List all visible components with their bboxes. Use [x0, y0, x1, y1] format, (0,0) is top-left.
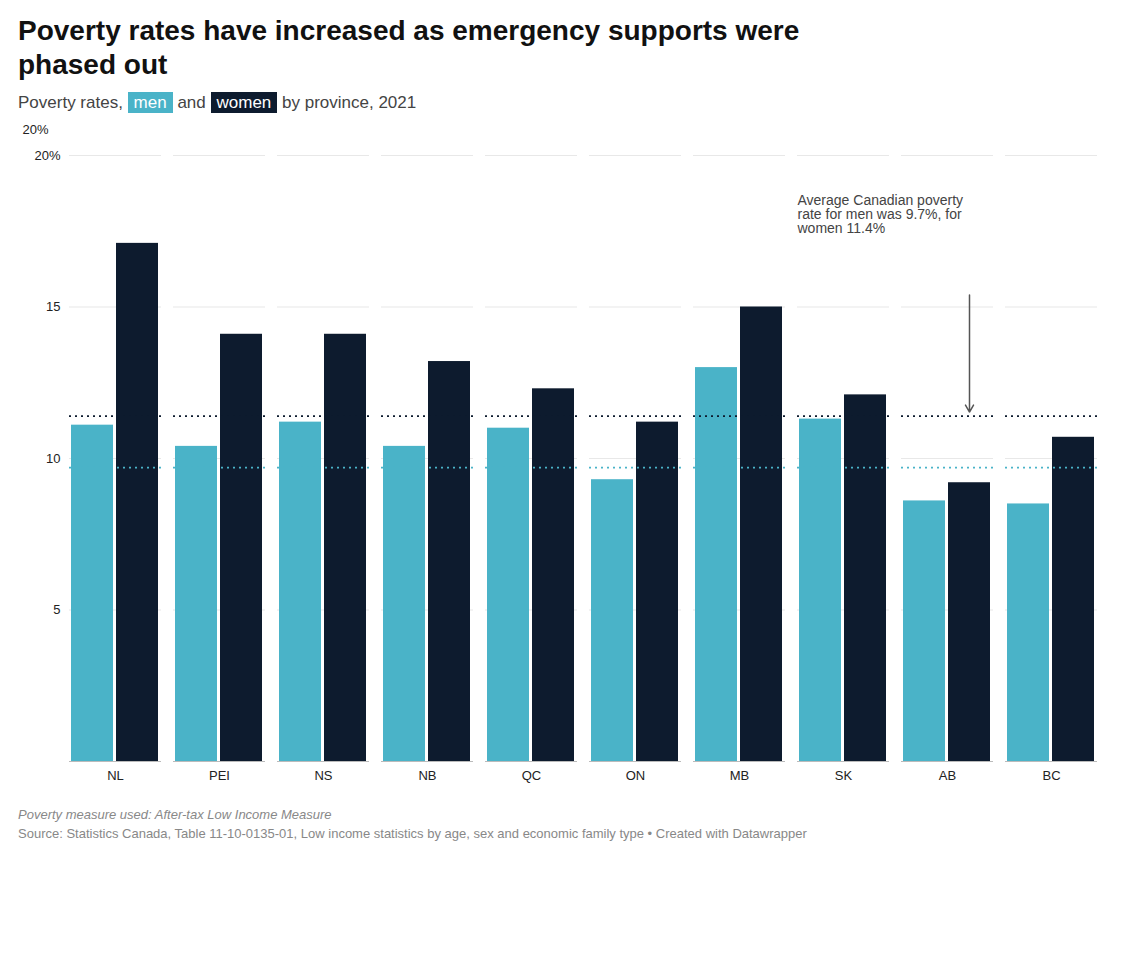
- svg-text:NS: NS: [314, 768, 332, 783]
- svg-text:QC: QC: [522, 768, 542, 783]
- svg-text:NL: NL: [107, 768, 124, 783]
- html-text:Poverty measure used: After-ta: Poverty measure used: After-tax Low Inco…: [18, 807, 332, 823]
- svg-text:SK: SK: [835, 768, 853, 783]
- svg-text:5: 5: [53, 602, 60, 617]
- svg-text:AB: AB: [939, 768, 956, 783]
- html-text:Poverty rates have increased a: Poverty rates have increased as emergenc…: [18, 15, 800, 80]
- svg-text:15: 15: [46, 299, 60, 314]
- html-text:Source: Statistics Canada, Tab: Source: Statistics Canada, Table 11-10-0…: [18, 826, 807, 842]
- svg-text:20%: 20%: [23, 122, 49, 137]
- svg-text:10: 10: [46, 451, 60, 466]
- svg-text:ON: ON: [626, 768, 646, 783]
- svg-text:PEI: PEI: [209, 768, 230, 783]
- html-text:Poverty rates, men and women b: Poverty rates, men and women by province…: [18, 93, 417, 113]
- svg-text:20%: 20%: [34, 148, 60, 163]
- svg-text:MB: MB: [730, 768, 750, 783]
- svg-text:BC: BC: [1042, 768, 1060, 783]
- svg-text:Average Canadian povertyrate f: Average Canadian povertyrate for men was…: [797, 193, 964, 237]
- svg-text:NB: NB: [418, 768, 436, 783]
